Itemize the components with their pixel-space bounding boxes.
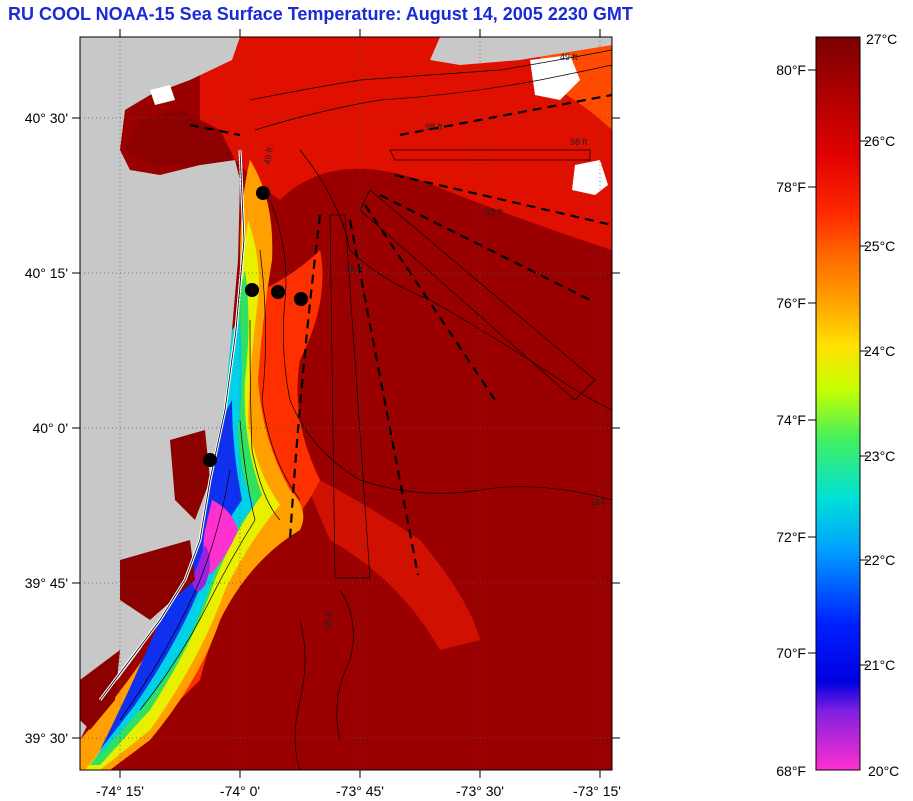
map-frame: [79, 36, 613, 771]
contour-label: 49 ft: [560, 52, 578, 62]
station-marker[interactable]: [203, 453, 217, 467]
colorbar-f-label: 70°F: [776, 645, 806, 661]
station-marker[interactable]: [294, 292, 308, 306]
colorbar-f-label: 76°F: [776, 295, 806, 311]
colorbar-gradient: [815, 36, 861, 771]
contour-label: 98 ft: [485, 207, 503, 217]
stations: [203, 186, 308, 467]
lon-label: -73° 30': [456, 783, 504, 799]
land-marsh-south: [120, 540, 195, 620]
lat-label: 40° 0': [32, 420, 68, 436]
contour-label: 164: [590, 497, 605, 507]
contour-label: 98 ft: [345, 264, 363, 274]
cloud-mask-3: [150, 85, 175, 105]
colorbar-c-label: 22°C: [864, 552, 895, 568]
colorbar-f-label: 78°F: [776, 179, 806, 195]
contour-label: 49 ft: [262, 146, 275, 165]
map-ticks: [72, 29, 620, 778]
colorbar: 27°C 20°C 68°F 80°F 78°F 76°F 74°F 72°F …: [776, 31, 899, 779]
lat-label: 40° 15': [25, 265, 68, 281]
map-area: 49 ft 98 ft 98 ft 98 ft 98 ft 98 ft 49 f…: [80, 37, 612, 770]
lat-label: 39° 45': [25, 575, 68, 591]
bathymetry-contours: [119, 49, 612, 770]
land-marsh-sw: [80, 650, 120, 730]
land-marsh-mid: [170, 430, 210, 520]
contour-label: 98 ft: [570, 137, 588, 147]
colorbar-c-label: 23°C: [864, 448, 895, 464]
station-marker[interactable]: [256, 186, 270, 200]
colorbar-c-label: 21°C: [864, 657, 895, 673]
lon-label: -73° 15': [573, 783, 621, 799]
colorbar-c-label: 25°C: [864, 238, 895, 254]
station-marker[interactable]: [245, 283, 259, 297]
cloud-mask-1: [530, 55, 580, 100]
cloud-mask-2: [572, 160, 608, 195]
station-marker[interactable]: [271, 285, 285, 299]
plume-east: [300, 470, 480, 650]
lon-label: -73° 45': [336, 783, 384, 799]
lat-label: 40° 30': [25, 110, 68, 126]
colorbar-bottom-f-label: 68°F: [776, 763, 806, 779]
upwelling-magenta: [203, 500, 238, 575]
lat-label: 39° 30': [25, 730, 68, 746]
graticule: [80, 37, 612, 770]
contour-label: 98 ft: [425, 122, 443, 132]
land-marsh-north: [125, 110, 235, 165]
lon-label: -74° 15': [96, 783, 144, 799]
lon-label: -74° 0': [220, 783, 260, 799]
colorbar-f-label: 74°F: [776, 412, 806, 428]
colorbar-bottom-c-label: 20°C: [868, 763, 899, 779]
colorbar-c-label: 24°C: [864, 343, 895, 359]
upwelling-purple: [192, 545, 210, 592]
map-title: RU COOL NOAA-15 Sea Surface Temperature:…: [8, 4, 633, 24]
contour-label: 98 ft: [322, 611, 335, 630]
colorbar-f-label: 72°F: [776, 529, 806, 545]
colorbar-top-label: 27°C: [866, 31, 897, 47]
land-long-island: [430, 37, 612, 65]
colorbar-c-label: 26°C: [864, 133, 895, 149]
dashed-transects: [189, 93, 612, 576]
colorbar-f-label: 80°F: [776, 62, 806, 78]
